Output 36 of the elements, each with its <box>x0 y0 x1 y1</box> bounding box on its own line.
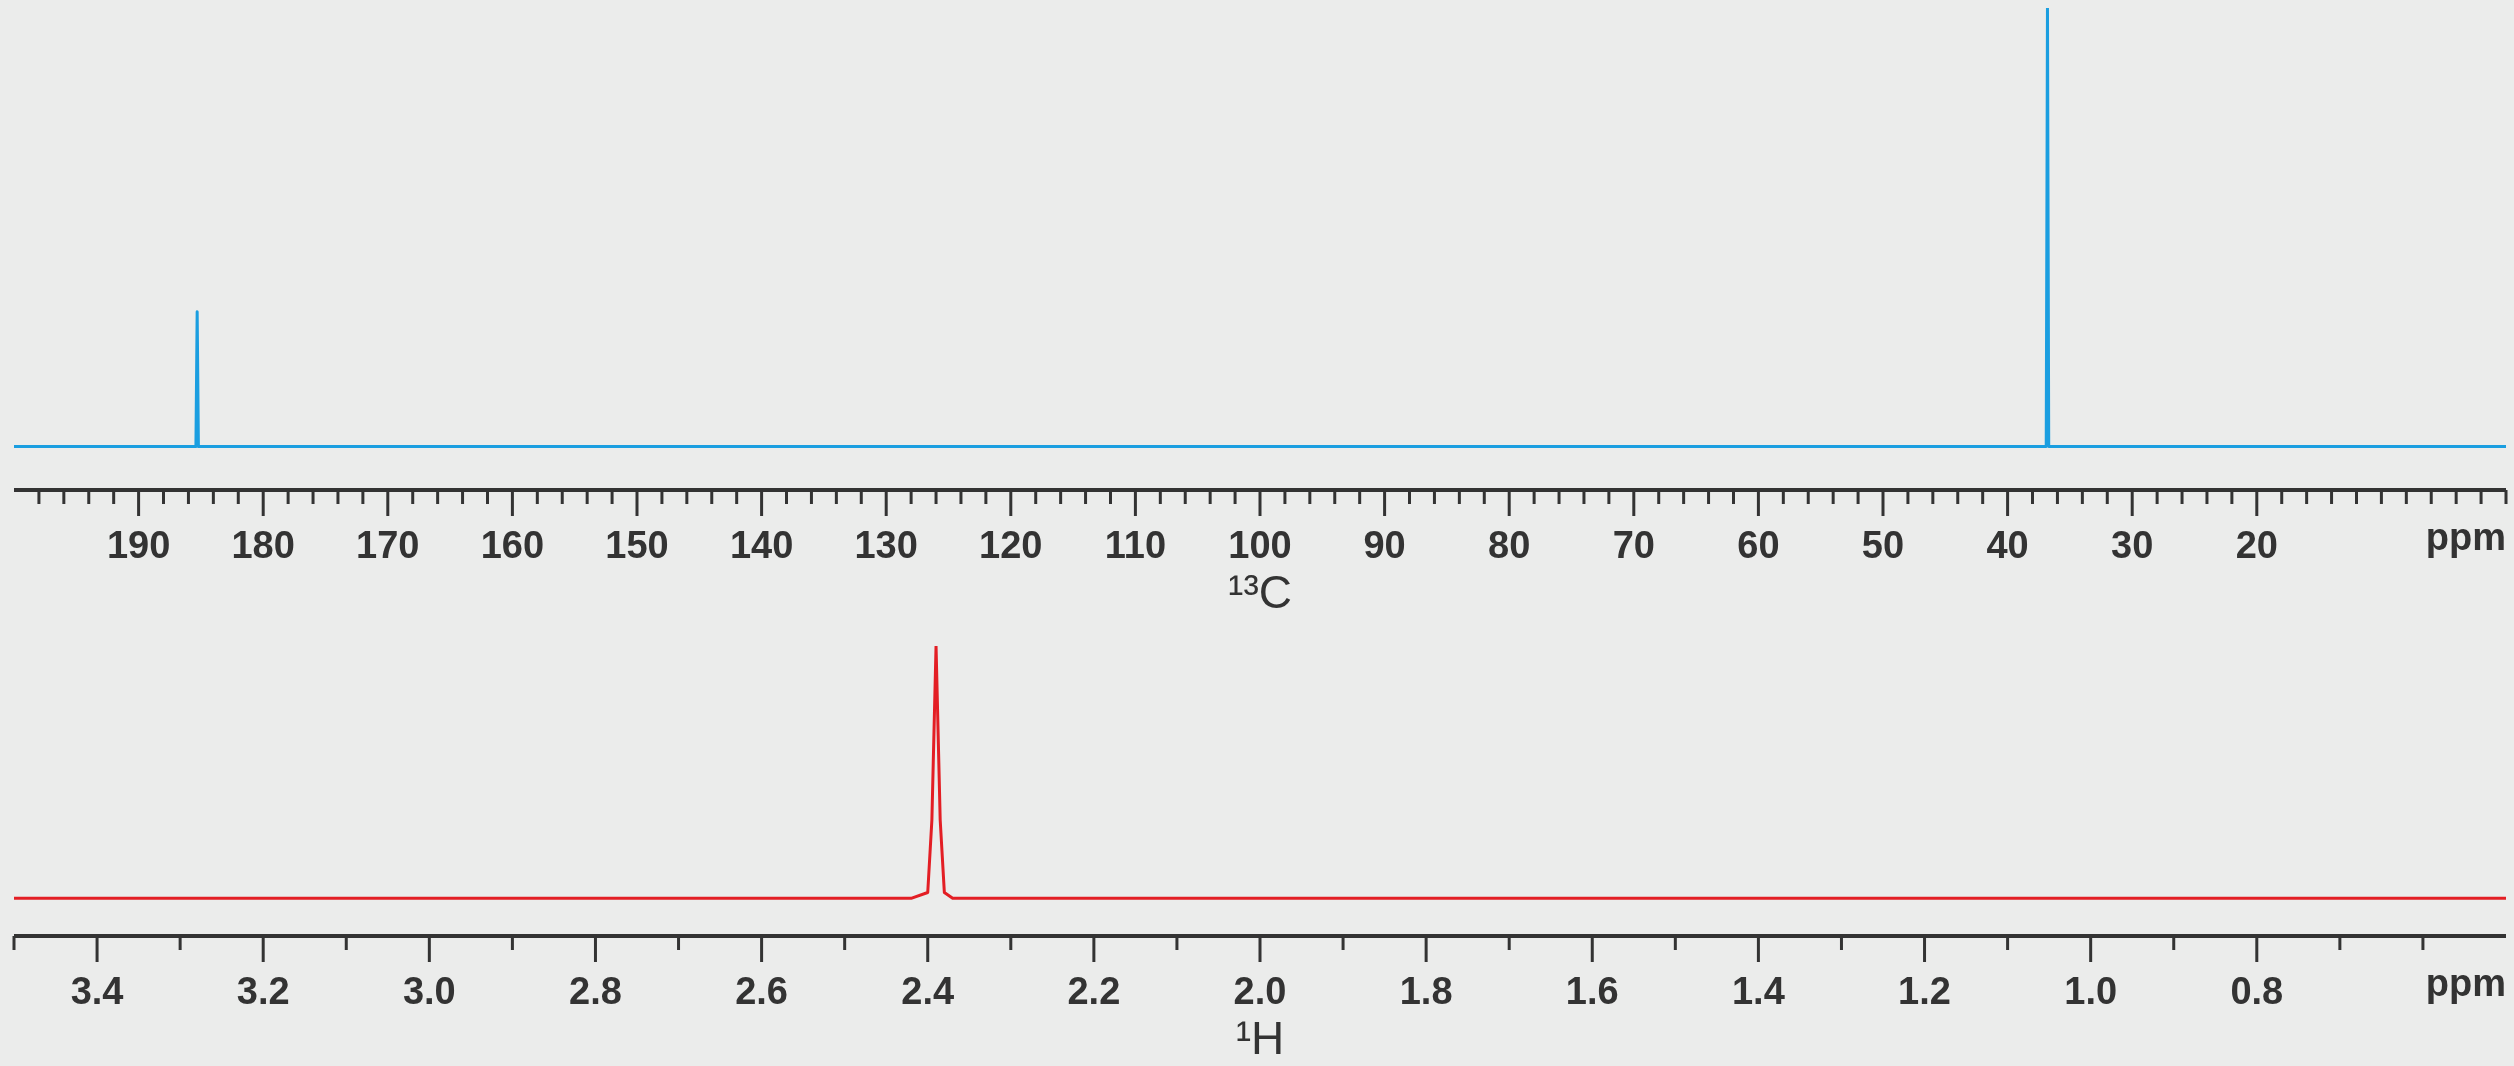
x-tick-label: 180 <box>231 524 295 566</box>
x-tick-label: 2.0 <box>1233 970 1287 1012</box>
x-tick-label: 110 <box>1104 524 1167 566</box>
x-tick-label: 1.4 <box>1731 970 1785 1012</box>
x-tick-label: 1.0 <box>2064 970 2118 1012</box>
x-tick-label: 90 <box>1363 524 1406 566</box>
x-tick-label: 100 <box>1228 524 1292 566</box>
x-tick-label: 170 <box>356 524 420 566</box>
x-axis-title: ppm <box>2425 962 2506 1004</box>
x-tick-label: 2.6 <box>735 970 789 1012</box>
x-tick-label: 50 <box>1861 524 1905 566</box>
text: ¹H <box>1235 1012 1285 1064</box>
x-axis-title: ppm <box>2425 516 2506 558</box>
x-tick-label: 3.0 <box>402 970 456 1012</box>
x-tick-label: 160 <box>480 524 545 566</box>
x-tick-label: 1.2 <box>1898 970 1951 1012</box>
x-tick-label: 190 <box>106 524 171 566</box>
x-tick-label: 40 <box>1986 524 2029 566</box>
x-tick-label: 3.2 <box>236 970 290 1012</box>
x-tick-label: 70 <box>1612 524 1655 566</box>
x-tick-label: 130 <box>854 524 918 566</box>
x-tick-label: 2.8 <box>569 970 622 1012</box>
x-tick-label: 20 <box>2235 524 2278 566</box>
x-tick-label: 3.4 <box>70 970 124 1012</box>
x-tick-label: 80 <box>1488 524 1531 566</box>
text: ¹³C <box>1228 566 1292 618</box>
x-tick-label: 1.8 <box>1399 970 1453 1012</box>
x-tick-label: 2.2 <box>1067 970 1121 1012</box>
x-tick-label: 0.8 <box>2230 970 2284 1012</box>
x-tick-label: 150 <box>605 524 669 566</box>
x-tick-label: 30 <box>2111 524 2154 566</box>
x-tick-label: 120 <box>979 524 1043 566</box>
x-tick-label: 140 <box>729 524 794 566</box>
x-tick-label: 1.6 <box>1565 970 1619 1012</box>
x-tick-label: 60 <box>1737 524 1780 566</box>
x-tick-label: 2.4 <box>901 970 955 1012</box>
